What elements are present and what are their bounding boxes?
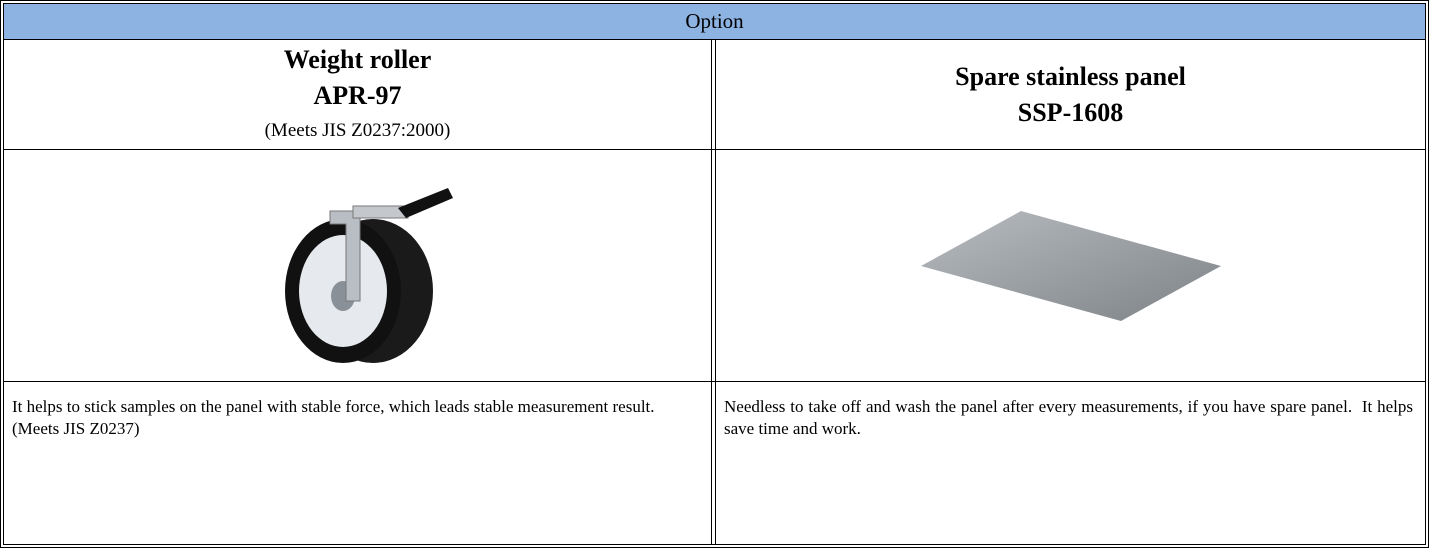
roller-handle xyxy=(397,187,453,218)
product-model: SSP-1608 xyxy=(1017,98,1124,127)
product-name: Spare stainless panel xyxy=(955,62,1186,91)
row-divider xyxy=(4,381,1425,382)
row-divider xyxy=(4,149,1425,150)
panel-image xyxy=(920,210,1221,321)
product-image-cell xyxy=(716,150,1425,381)
column-divider xyxy=(711,40,716,544)
roller-image xyxy=(284,187,453,363)
product-title: Spare stainless panel SSP-1608 xyxy=(716,41,1425,149)
product-image-cell xyxy=(4,150,711,381)
product-title: Weight roller APR-97 (Meets JIS Z0237:20… xyxy=(4,41,711,149)
product-description: Needless to take off and wash the panel … xyxy=(724,397,1418,438)
panel-plate xyxy=(920,210,1221,321)
table-header: Option xyxy=(4,4,1425,40)
product-name: Weight roller xyxy=(283,45,432,74)
product-description: It helps to stick samples on the panel w… xyxy=(12,397,659,438)
product-model: APR-97 xyxy=(313,81,402,110)
roller-arm xyxy=(352,205,408,218)
product-note: (Meets JIS Z0237:2000) xyxy=(264,120,451,141)
